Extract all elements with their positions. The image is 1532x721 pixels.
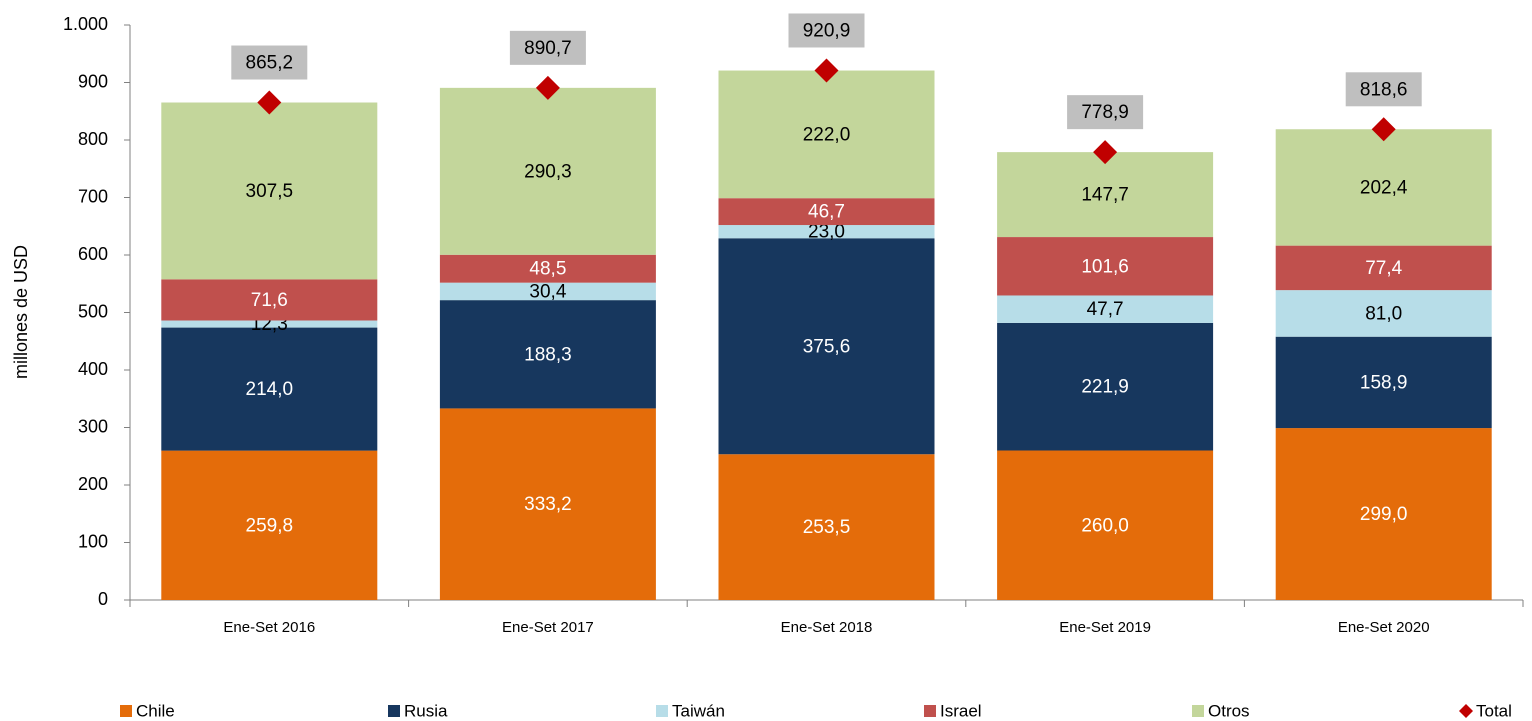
bar-segment xyxy=(997,450,1214,600)
y-tick-label: 600 xyxy=(78,244,108,264)
legend-swatch xyxy=(388,705,400,717)
bar-segment xyxy=(161,279,378,321)
total-label: 865,2 xyxy=(246,53,294,74)
x-tick-label: Ene-Set 2017 xyxy=(502,619,594,636)
bar-segment xyxy=(439,282,656,301)
x-tick-label: Ene-Set 2018 xyxy=(781,619,873,636)
total-label-box xyxy=(509,30,586,65)
legend-swatch xyxy=(924,705,936,717)
total-marker xyxy=(535,75,560,100)
bar-segment xyxy=(161,450,378,600)
total-label: 920,9 xyxy=(803,20,851,41)
bar-segment xyxy=(439,87,656,255)
bar-segment xyxy=(718,225,935,239)
bar-segment xyxy=(161,327,378,451)
data-label: 214,0 xyxy=(246,379,294,400)
legend-swatch xyxy=(1192,705,1204,717)
total-label-box xyxy=(1345,72,1422,107)
y-tick-label: 400 xyxy=(78,359,108,379)
data-label: 307,5 xyxy=(246,181,294,202)
data-label: 259,8 xyxy=(246,515,294,536)
y-tick-label: 800 xyxy=(78,129,108,149)
y-tick-label: 1.000 xyxy=(63,14,108,34)
data-label: 81,0 xyxy=(1365,303,1402,324)
total-label-box xyxy=(1067,95,1144,130)
total-marker xyxy=(1093,140,1118,165)
data-label: 290,3 xyxy=(524,161,572,182)
bar-segment xyxy=(1275,336,1492,429)
total-label: 818,6 xyxy=(1360,79,1408,100)
bar-segment xyxy=(1275,245,1492,291)
y-tick-label: 500 xyxy=(78,301,108,321)
y-tick-label: 0 xyxy=(98,589,108,609)
total-label-box xyxy=(231,45,308,80)
total-label: 890,7 xyxy=(524,38,572,59)
data-label: 23,0 xyxy=(808,222,845,243)
y-tick-label: 200 xyxy=(78,474,108,494)
data-label: 260,0 xyxy=(1081,515,1129,536)
y-tick-label: 900 xyxy=(78,71,108,91)
legend-swatch xyxy=(1459,704,1473,718)
bar-segment xyxy=(997,237,1214,296)
data-label: 158,9 xyxy=(1360,372,1408,393)
legend-label: Chile xyxy=(136,701,175,720)
total-label: 778,9 xyxy=(1081,102,1129,123)
x-tick-label: Ene-Set 2019 xyxy=(1059,619,1151,636)
total-label-box xyxy=(788,13,865,48)
legend-swatch xyxy=(656,705,668,717)
bar-segment xyxy=(997,152,1214,238)
legend-label: Israel xyxy=(940,701,982,720)
data-label: 47,7 xyxy=(1087,299,1124,320)
bar-segment xyxy=(997,322,1214,451)
total-marker xyxy=(814,58,839,83)
bar-segment xyxy=(1275,290,1492,337)
data-label: 46,7 xyxy=(808,202,845,223)
bar-segment xyxy=(718,70,935,199)
bar-segment xyxy=(439,300,656,409)
y-tick-label: 100 xyxy=(78,531,108,551)
data-label: 71,6 xyxy=(251,290,288,311)
data-label: 221,9 xyxy=(1081,377,1129,398)
bar-segment xyxy=(718,238,935,455)
total-marker xyxy=(1371,117,1396,142)
data-label: 253,5 xyxy=(803,517,851,538)
data-label: 299,0 xyxy=(1360,504,1408,525)
bar-segment xyxy=(997,295,1214,323)
x-tick-label: Ene-Set 2016 xyxy=(223,619,315,636)
bar-segment xyxy=(718,198,935,226)
bar-segment xyxy=(1275,129,1492,246)
x-tick-label: Ene-Set 2020 xyxy=(1338,619,1430,636)
legend-label: Rusia xyxy=(404,701,448,720)
y-tick-label: 300 xyxy=(78,416,108,436)
data-label: 147,7 xyxy=(1081,185,1129,206)
data-label: 333,2 xyxy=(524,494,572,515)
legend-swatch xyxy=(120,705,132,717)
bar-segment xyxy=(439,254,656,283)
data-label: 375,6 xyxy=(803,336,851,357)
y-tick-label: 700 xyxy=(78,186,108,206)
data-label: 48,5 xyxy=(529,259,566,280)
data-label: 188,3 xyxy=(524,344,572,365)
legend-label: Taiwán xyxy=(672,701,725,720)
total-marker xyxy=(257,90,282,115)
bar-segment xyxy=(161,102,378,280)
legend-label: Otros xyxy=(1208,701,1250,720)
data-label: 202,4 xyxy=(1360,177,1408,198)
bar-segment xyxy=(161,320,378,328)
bar-segment xyxy=(439,408,656,600)
bar-segment xyxy=(718,454,935,600)
data-label: 30,4 xyxy=(529,281,566,302)
bar-segment xyxy=(1275,428,1492,600)
y-axis-label: millones de USD xyxy=(11,245,31,379)
legend-label: Total xyxy=(1476,701,1512,720)
data-label: 77,4 xyxy=(1365,258,1402,279)
data-label: 101,6 xyxy=(1081,256,1129,277)
data-label: 222,0 xyxy=(803,124,851,145)
